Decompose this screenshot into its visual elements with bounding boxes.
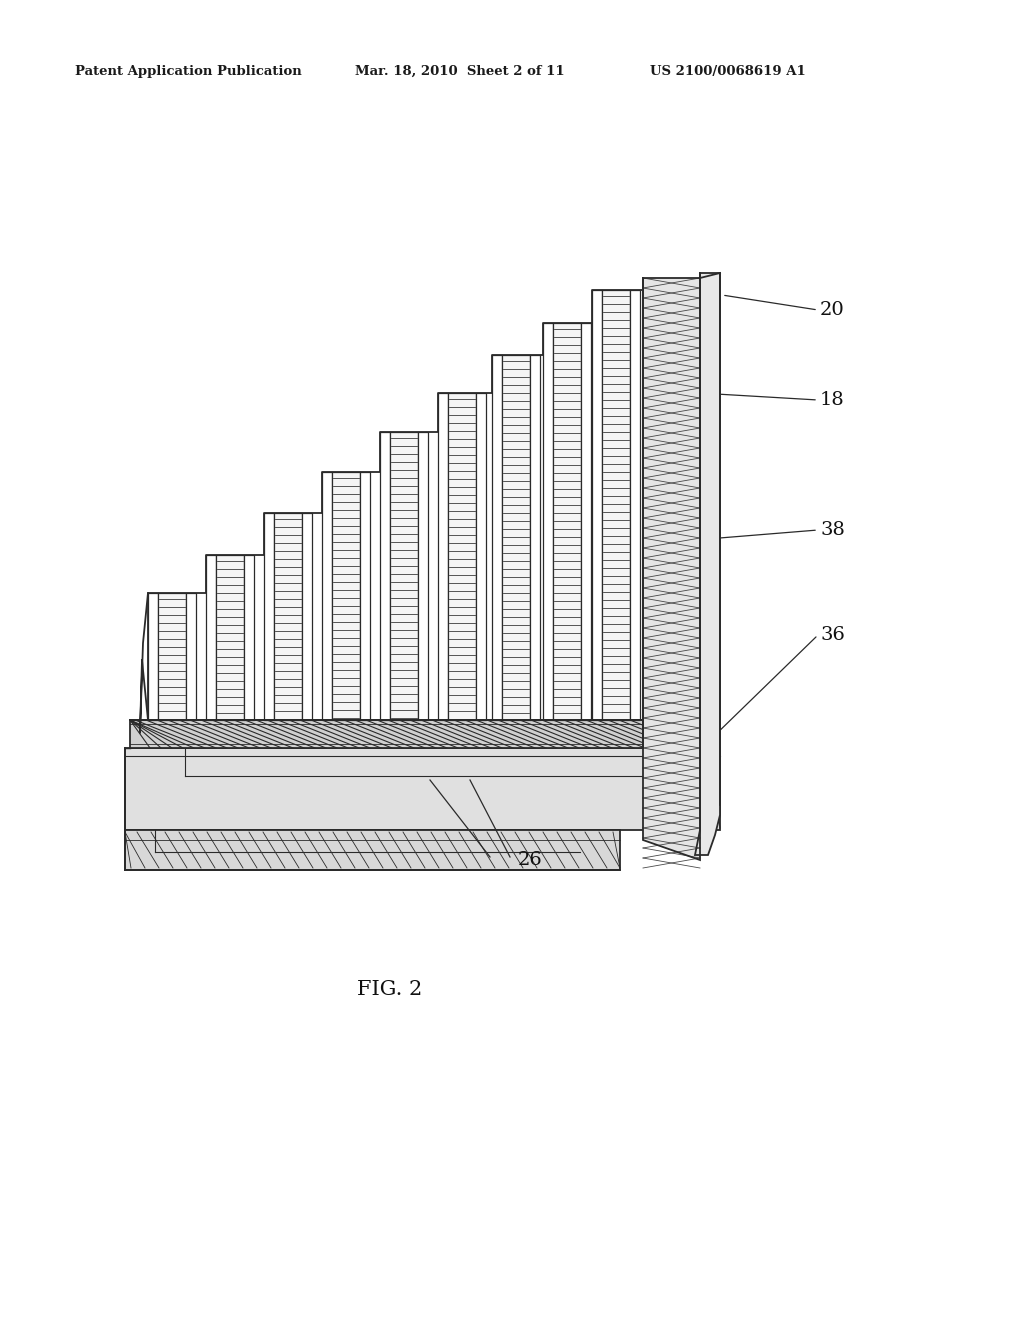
Polygon shape [492, 355, 502, 719]
Polygon shape [643, 279, 700, 861]
Polygon shape [244, 554, 254, 719]
Polygon shape [130, 719, 700, 748]
Polygon shape [186, 593, 196, 719]
Polygon shape [322, 473, 332, 719]
Polygon shape [530, 355, 540, 719]
Polygon shape [125, 830, 620, 870]
Polygon shape [695, 273, 720, 855]
Polygon shape [602, 290, 630, 719]
Text: 20: 20 [820, 301, 845, 319]
Polygon shape [206, 554, 216, 719]
Text: 36: 36 [820, 626, 845, 644]
Polygon shape [274, 513, 302, 719]
Polygon shape [390, 432, 418, 719]
Polygon shape [543, 323, 553, 719]
Polygon shape [592, 290, 602, 719]
Text: 26: 26 [517, 851, 543, 869]
Polygon shape [360, 473, 370, 719]
Polygon shape [380, 432, 390, 719]
Text: 18: 18 [820, 391, 845, 409]
Polygon shape [630, 290, 640, 719]
Polygon shape [418, 432, 428, 719]
Text: FIG. 2: FIG. 2 [357, 979, 423, 999]
Polygon shape [553, 323, 581, 719]
Polygon shape [125, 748, 720, 830]
Text: 38: 38 [820, 521, 845, 539]
Polygon shape [438, 393, 449, 719]
Polygon shape [449, 393, 476, 719]
Polygon shape [216, 554, 244, 719]
Polygon shape [332, 473, 360, 719]
Polygon shape [158, 593, 186, 719]
Polygon shape [148, 593, 158, 719]
Polygon shape [476, 393, 486, 719]
Polygon shape [302, 513, 312, 719]
Text: Patent Application Publication: Patent Application Publication [75, 65, 302, 78]
Polygon shape [502, 355, 530, 719]
Text: US 2100/0068619 A1: US 2100/0068619 A1 [650, 65, 806, 78]
Polygon shape [264, 513, 274, 719]
Polygon shape [581, 323, 591, 719]
Text: Mar. 18, 2010  Sheet 2 of 11: Mar. 18, 2010 Sheet 2 of 11 [355, 65, 564, 78]
